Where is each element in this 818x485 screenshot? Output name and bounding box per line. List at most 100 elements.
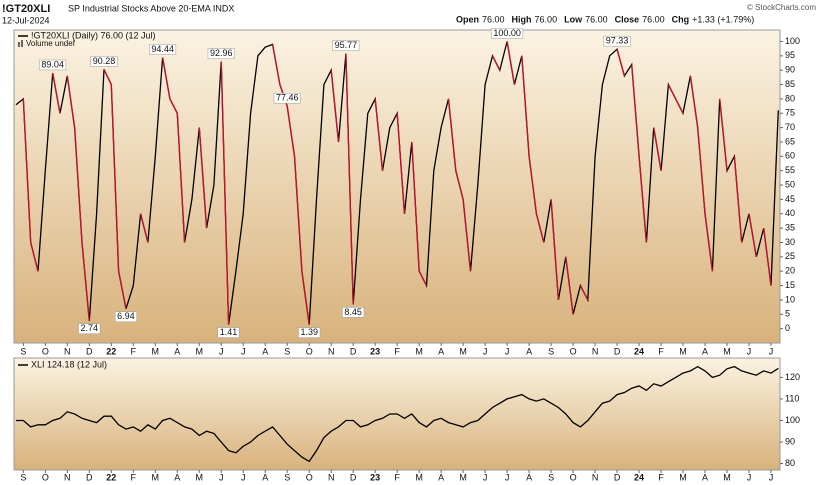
value-label-box bbox=[298, 327, 321, 338]
x-tick-label: S bbox=[20, 346, 26, 356]
down-segment bbox=[631, 64, 640, 157]
x-tick-label: N bbox=[592, 472, 599, 482]
x-tick-label: M bbox=[723, 472, 731, 482]
y-tick-label: 90 bbox=[785, 436, 795, 446]
value-label: 77.46 bbox=[276, 93, 299, 103]
y-tick-label: 45 bbox=[785, 194, 795, 204]
value-label-box bbox=[332, 40, 360, 51]
down-segment bbox=[667, 84, 677, 100]
x-tick-label: 24 bbox=[634, 472, 644, 482]
x-tick-label: J bbox=[505, 346, 510, 356]
down-segment bbox=[22, 98, 32, 243]
upper-panel bbox=[13, 29, 781, 344]
y-tick-label: 70 bbox=[785, 122, 795, 132]
x-tick-label: J bbox=[769, 346, 774, 356]
copyright: © StockCharts.com bbox=[747, 3, 816, 12]
x-tick-label: M bbox=[679, 346, 687, 356]
down-segment bbox=[528, 156, 538, 214]
x-tick-label: A bbox=[702, 472, 708, 482]
x-tick-label: A bbox=[526, 472, 532, 482]
down-segment bbox=[139, 213, 149, 243]
y-tick-label: 100 bbox=[785, 36, 800, 46]
y-tick-label: 120 bbox=[785, 372, 800, 382]
down-segment bbox=[719, 98, 728, 171]
y-tick-label: 25 bbox=[785, 251, 795, 261]
value-label-box bbox=[491, 28, 524, 39]
y-tick-label: 10 bbox=[785, 294, 795, 304]
quote-value: 76.00 bbox=[535, 14, 558, 24]
down-segment bbox=[411, 141, 420, 272]
down-segment bbox=[52, 72, 61, 114]
down-segment bbox=[66, 75, 76, 128]
x-tick-label: M bbox=[415, 346, 423, 356]
x-tick-label: N bbox=[328, 472, 335, 482]
volume-icon bbox=[18, 42, 20, 47]
x-tick-label: J bbox=[747, 472, 752, 482]
down-segment bbox=[579, 285, 589, 301]
x-tick-label: M bbox=[459, 346, 467, 356]
y-tick-label: 60 bbox=[785, 151, 795, 161]
x-tick-label: J bbox=[241, 472, 246, 482]
quote-value: +1.33 (+1.79%) bbox=[692, 14, 754, 24]
y-tick-label: 0 bbox=[785, 323, 790, 333]
down-segment bbox=[689, 75, 699, 128]
down-segment bbox=[81, 242, 90, 321]
y-tick-label: 55 bbox=[785, 165, 795, 175]
x-tick-label: 24 bbox=[634, 346, 644, 356]
x-tick-label: A bbox=[438, 472, 444, 482]
quote: Open 76.00 High 76.00 Low 76.00 Close 76.00 Chg +… bbox=[456, 14, 754, 24]
value-label-box bbox=[217, 327, 240, 338]
value-label: 8.45 bbox=[344, 307, 362, 317]
down-segment bbox=[176, 113, 186, 243]
x-tick-label: A bbox=[526, 346, 532, 356]
x-tick-label: J bbox=[219, 472, 224, 482]
value-label-box bbox=[78, 323, 101, 335]
down-segment bbox=[491, 55, 501, 71]
x-tick-label: S bbox=[284, 472, 290, 482]
x-tick-label: 22 bbox=[106, 346, 116, 356]
down-segment bbox=[271, 44, 281, 85]
x-tick-label: J bbox=[505, 472, 510, 482]
x-tick-label: N bbox=[64, 346, 71, 356]
x-tick-label: J bbox=[241, 346, 246, 356]
x-tick-label: M bbox=[152, 346, 160, 356]
x-tick-label: M bbox=[152, 472, 160, 482]
down-segment bbox=[161, 57, 171, 100]
down-segment bbox=[117, 271, 127, 309]
down-segment bbox=[521, 55, 530, 157]
value-label: 2.74 bbox=[81, 323, 99, 333]
down-segment bbox=[374, 98, 384, 171]
quote-value: 76.00 bbox=[585, 14, 608, 24]
y-tick-label: 20 bbox=[785, 266, 795, 276]
x-tick-label: F bbox=[394, 472, 400, 482]
value-label: 94.44 bbox=[151, 44, 174, 54]
x-tick-label: S bbox=[20, 472, 26, 482]
x-tick-label: J bbox=[219, 346, 224, 356]
x-tick-label: M bbox=[679, 472, 687, 482]
down-segment bbox=[565, 256, 574, 315]
x-tick-label: A bbox=[438, 346, 444, 356]
down-segment bbox=[763, 228, 772, 286]
x-tick-label: S bbox=[284, 346, 290, 356]
x-tick-label: O bbox=[42, 346, 49, 356]
x-tick-label: A bbox=[262, 472, 268, 482]
y-tick-label: 100 bbox=[785, 415, 800, 425]
down-segment bbox=[396, 113, 406, 214]
value-label-box bbox=[603, 35, 631, 47]
down-segment bbox=[345, 53, 354, 305]
down-segment bbox=[103, 69, 112, 85]
x-tick-label: M bbox=[196, 346, 204, 356]
volume-legend: Volume undef bbox=[26, 39, 76, 48]
down-segment bbox=[169, 98, 178, 114]
x-tick-label: S bbox=[548, 346, 554, 356]
down-segment bbox=[455, 170, 464, 200]
y-tick-label: 85 bbox=[785, 79, 795, 89]
down-segment bbox=[73, 127, 83, 243]
down-segment bbox=[110, 84, 120, 272]
x-tick-label: A bbox=[262, 346, 268, 356]
value-label: 95.77 bbox=[335, 40, 358, 50]
down-segment bbox=[550, 199, 560, 300]
down-segment bbox=[704, 213, 714, 272]
x-tick-label: D bbox=[350, 472, 357, 482]
legend: !GT20XLI (Daily) 76.00 (12 Jul) bbox=[31, 30, 156, 40]
